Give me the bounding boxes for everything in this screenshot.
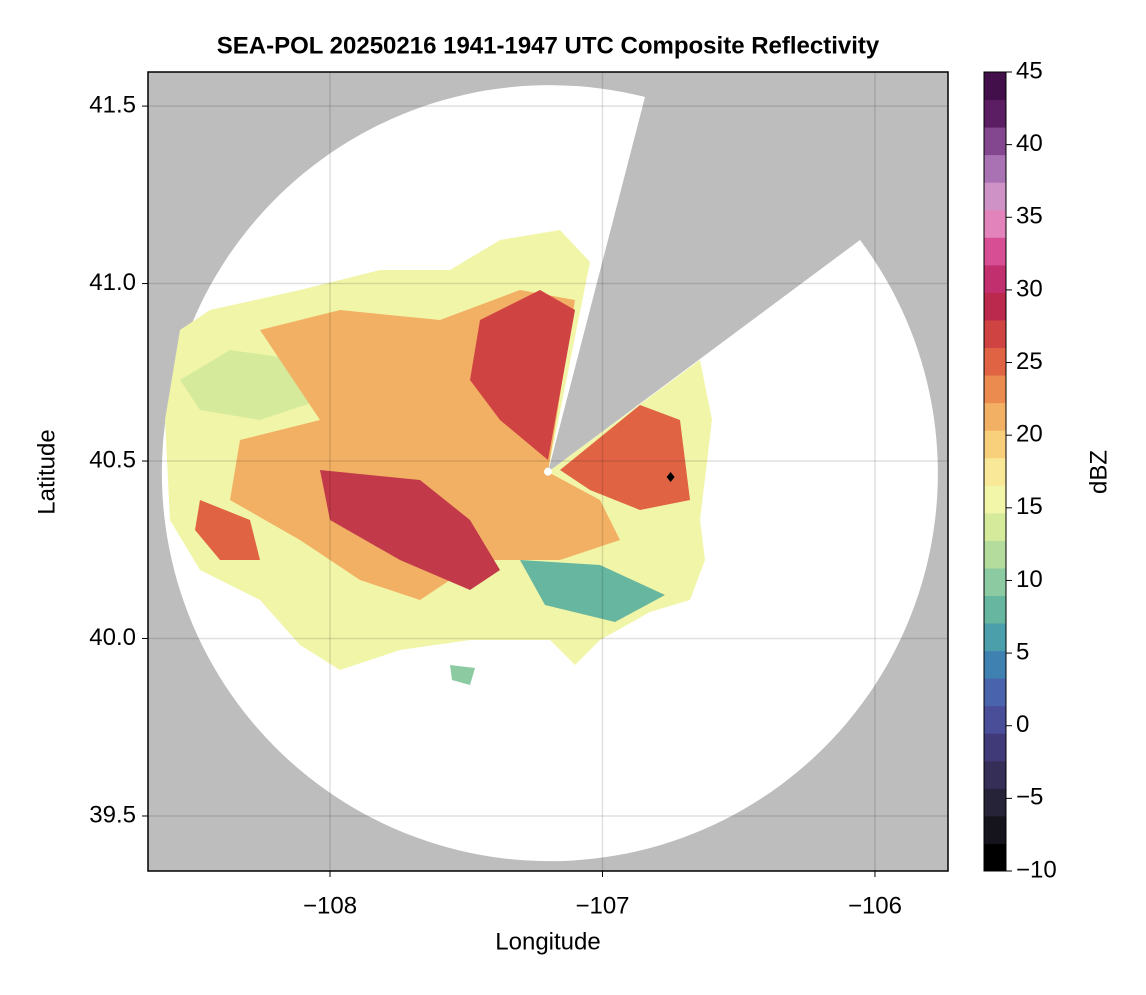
x-tick-label: −106 <box>848 892 902 919</box>
y-tick-label: 41.5 <box>89 91 136 118</box>
y-tick-label: 40.5 <box>89 446 136 473</box>
x-tick-label: −107 <box>575 892 629 919</box>
colorbar-swatch <box>984 319 1006 349</box>
colorbar-swatch <box>984 72 1006 101</box>
colorbar-swatch <box>984 264 1006 293</box>
colorbar-swatch <box>984 430 1006 459</box>
colorbar-swatch <box>984 99 1006 128</box>
colorbar-swatch <box>984 678 1006 707</box>
colorbar-swatch <box>984 595 1006 624</box>
colorbar-swatch <box>984 760 1006 789</box>
colorbar-tick-label: −5 <box>1016 784 1043 811</box>
colorbar-swatch <box>984 237 1006 266</box>
x-axis-label: Longitude <box>495 928 600 955</box>
reflectivity-area <box>520 560 665 622</box>
colorbar-tick-label: 35 <box>1016 203 1043 230</box>
plot-frame <box>147 71 949 872</box>
y-axis-label: Latitude <box>33 429 60 514</box>
colorbar-swatch <box>984 733 1006 762</box>
colorbar-swatch <box>984 567 1006 596</box>
colorbar-swatch <box>984 182 1006 211</box>
colorbar-swatch <box>984 705 1006 734</box>
colorbar-tick-label: 5 <box>1016 638 1029 665</box>
colorbar-frame <box>983 71 1007 872</box>
reflectivity-area <box>470 290 575 460</box>
radar-site <box>544 467 552 476</box>
reflectivity-area <box>195 500 260 560</box>
colorbar-label: dBZ <box>1085 450 1112 494</box>
colorbar-tick-label: 40 <box>1016 130 1043 157</box>
reflectivity-area <box>560 405 690 510</box>
x-tick-label: −108 <box>303 892 357 919</box>
chart-title: SEA-POL 20250216 1941-1947 UTC Composite… <box>217 32 880 59</box>
reflectivity-area <box>450 665 475 685</box>
y-tick-label: 40.0 <box>89 624 136 651</box>
colorbar-swatch <box>984 402 1006 431</box>
colorbar-tick-label: 30 <box>1016 275 1043 302</box>
y-tick-label: 41.0 <box>89 269 136 296</box>
colorbar-swatch <box>984 127 1006 156</box>
colorbar-swatch <box>984 512 1006 541</box>
colorbar-swatch <box>984 347 1006 376</box>
colorbar-swatch <box>984 485 1006 514</box>
colorbar-swatch <box>984 788 1006 817</box>
colorbar-swatch <box>984 375 1006 404</box>
colorbar-tick-label: 0 <box>1016 711 1029 738</box>
colorbar-swatch <box>984 623 1006 652</box>
colorbar-tick-label: 25 <box>1016 348 1043 375</box>
colorbar <box>984 72 1006 872</box>
y-tick-label: 39.5 <box>89 801 136 828</box>
site-marker <box>666 472 675 483</box>
grid <box>148 72 948 871</box>
colorbar-tick-label: 15 <box>1016 493 1043 520</box>
colorbar-swatch <box>984 209 1006 238</box>
colorbar-swatch <box>984 843 1006 872</box>
colorbar-swatch <box>984 457 1006 486</box>
colorbar-swatch <box>984 292 1006 321</box>
colorbar-swatch <box>984 650 1006 679</box>
colorbar-swatch <box>984 540 1006 569</box>
colorbar-tick-label: 20 <box>1016 421 1043 448</box>
colorbar-tick-label: 10 <box>1016 566 1043 593</box>
reflectivity-area <box>320 470 500 590</box>
colorbar-tick-label: −10 <box>1016 856 1057 883</box>
colorbar-swatch <box>984 154 1006 183</box>
colorbar-swatch <box>984 815 1006 844</box>
colorbar-tick-label: 45 <box>1016 57 1043 84</box>
